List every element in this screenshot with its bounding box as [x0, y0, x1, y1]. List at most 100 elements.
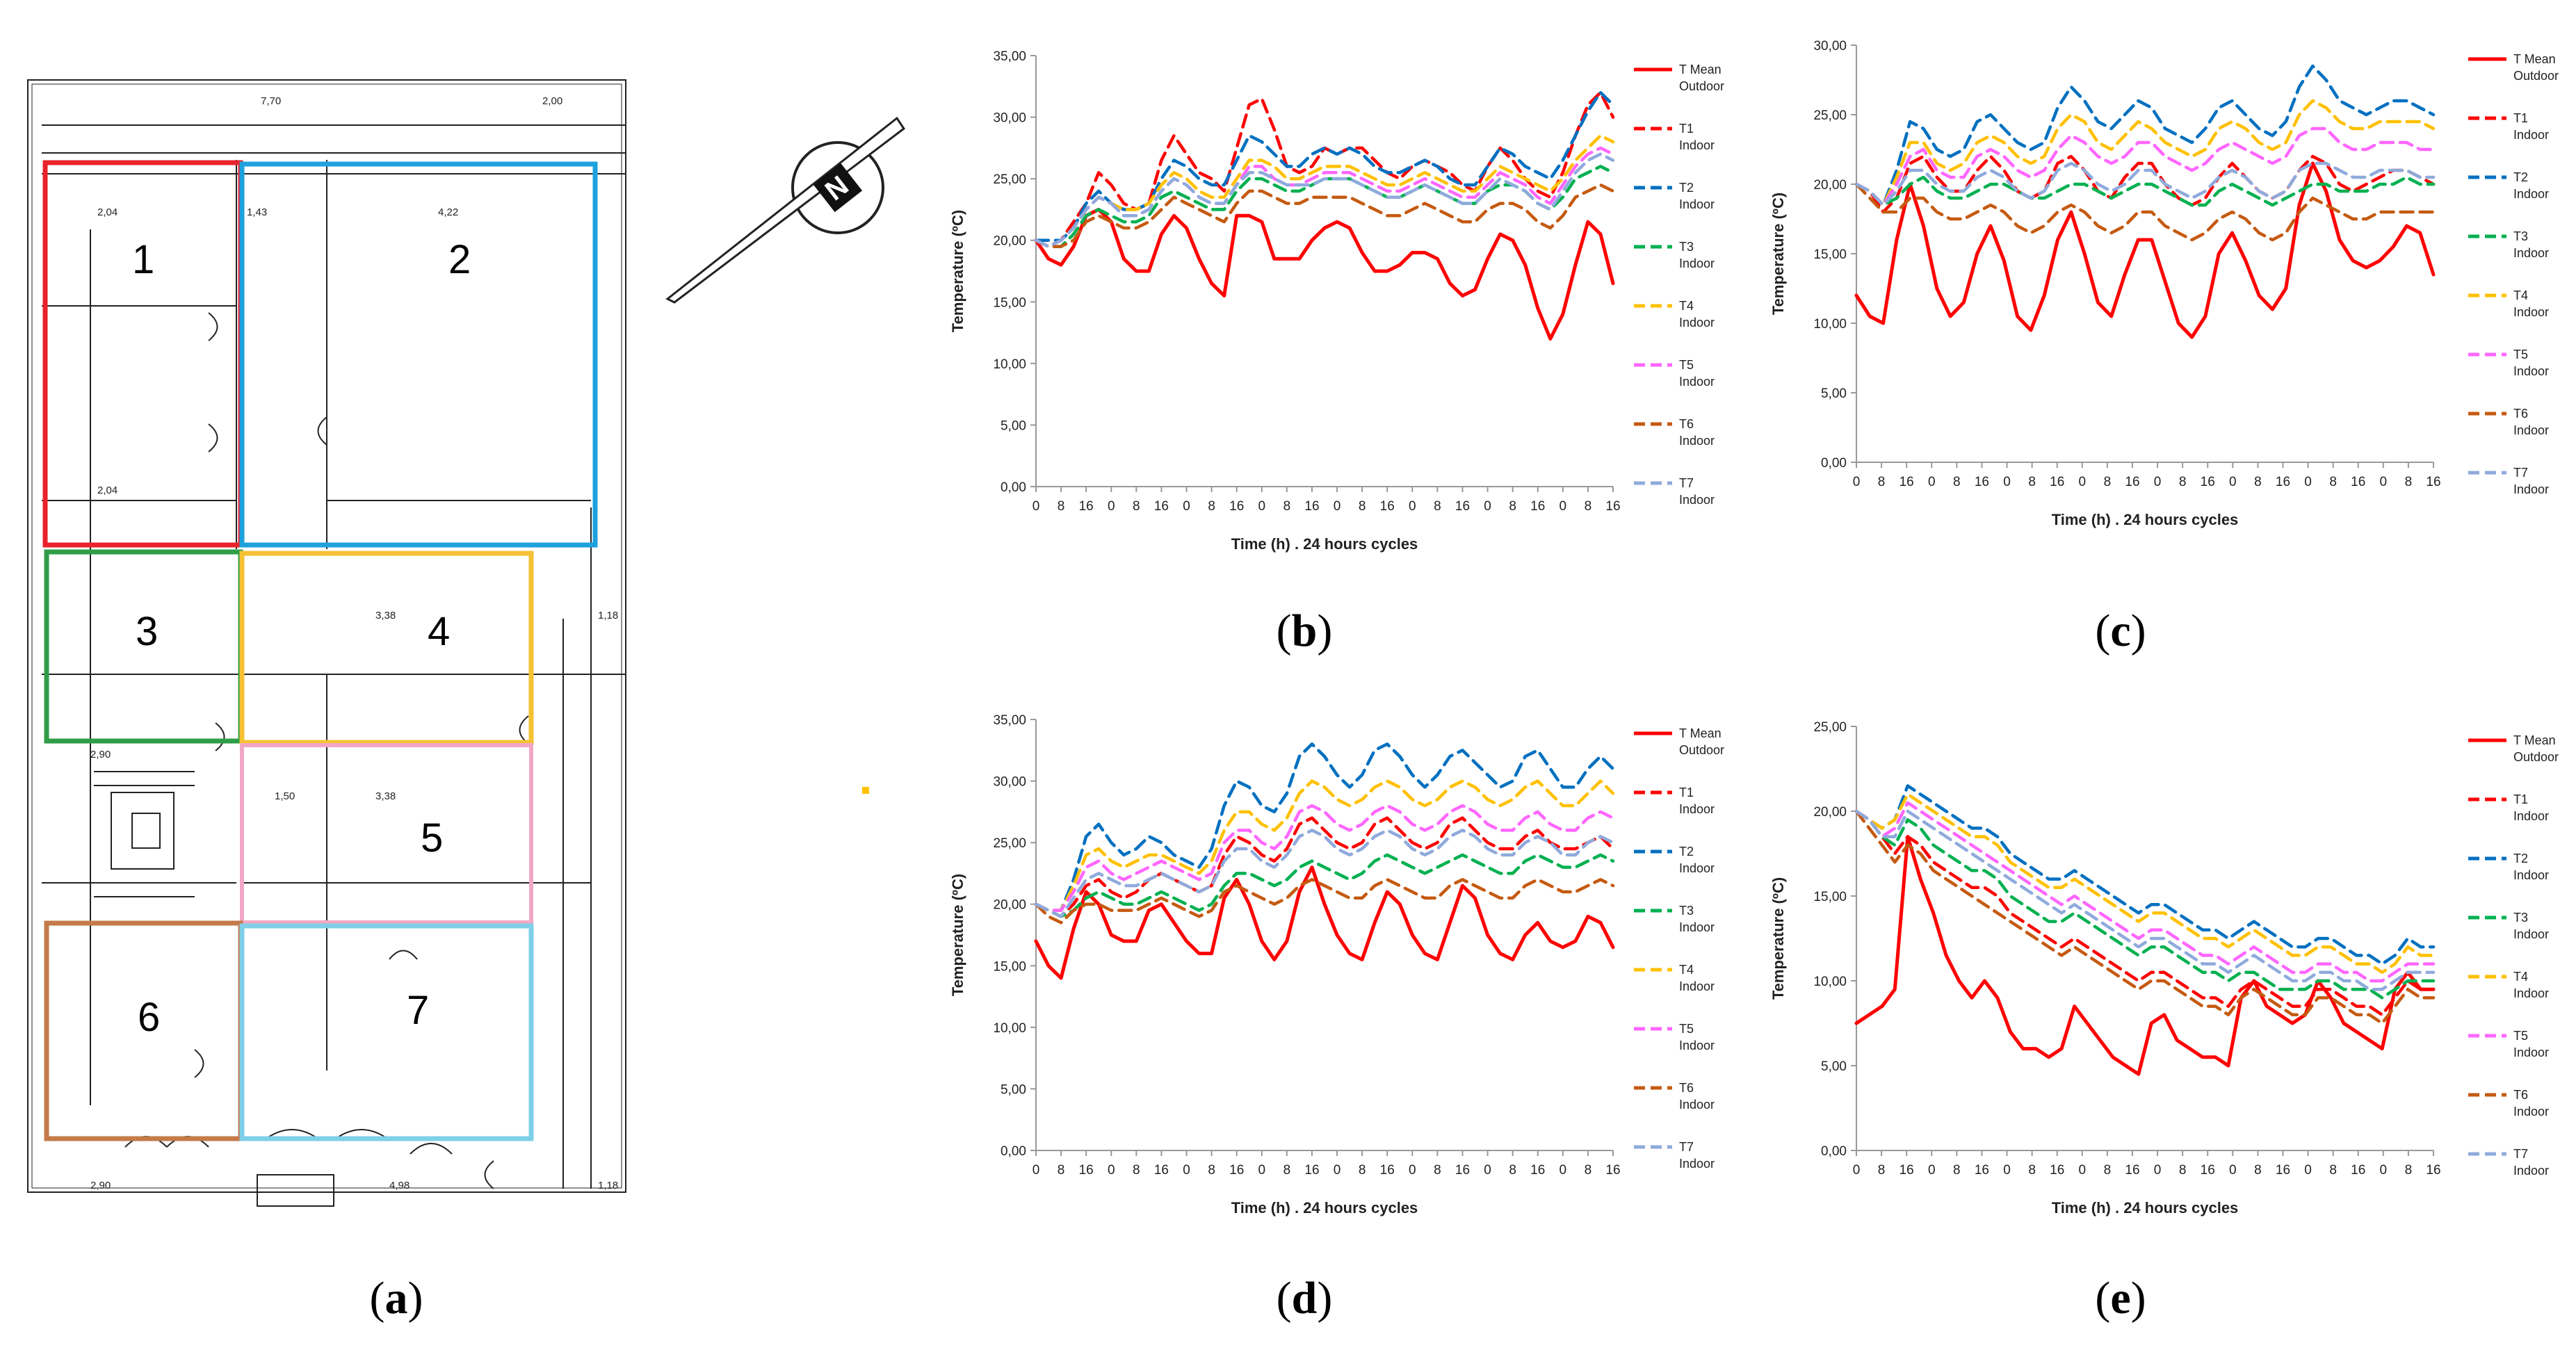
legend-sublabel: Indoor: [1679, 1098, 1715, 1112]
legend-label: T3: [2513, 911, 2528, 925]
room-5-outline: [240, 743, 533, 925]
legend-label: T7: [1679, 476, 1694, 490]
x-tick-label: 0: [1853, 1163, 1861, 1178]
svg-text:1,43: 1,43: [247, 206, 267, 218]
legend-label: T Mean: [2513, 733, 2556, 747]
caption-d: (d): [1276, 1273, 1333, 1324]
series-line-t3-indoor: [1034, 853, 1615, 918]
legend-label: T6: [2513, 407, 2528, 421]
svg-text:4,98: 4,98: [389, 1180, 410, 1191]
x-tick-label: 16: [1899, 475, 1914, 489]
room-4-label: 4: [428, 609, 451, 654]
y-tick-label: 20,00: [993, 898, 1026, 913]
legend-sublabel: Outdoor: [1679, 743, 1724, 757]
x-tick-label: 8: [2329, 475, 2337, 489]
x-axis-title: Time (h) . 24 hours cycles: [1231, 1199, 1418, 1216]
x-tick-label: 0: [1032, 1163, 1040, 1178]
chart-d: 0,00 5,00 10,00 15,00 20,00 25,00 30,00 35,00 0 8…: [949, 713, 1724, 1216]
series-line-t3-indoor: [1854, 809, 2436, 1000]
legend-sublabel: Indoor: [1679, 434, 1715, 448]
room-7-outline: [239, 923, 534, 1141]
x-tick-label: 16: [1304, 1163, 1319, 1178]
x-tick-label: 0: [2229, 1163, 2237, 1178]
x-tick-label: 16: [1380, 499, 1395, 514]
legend-label: T2: [2513, 170, 2528, 184]
y-tick-label: 30,00: [993, 775, 1026, 790]
room-2-outline: [239, 161, 598, 548]
chart-b: 0,00 5,00 10,00 15,00 20,00 25,00 30,00 35,00 0 8…: [949, 49, 1724, 553]
svg-text:1,18: 1,18: [598, 610, 618, 621]
legend-sublabel: Outdoor: [2513, 750, 2559, 764]
x-axis-title: Time (h) . 24 hours cycles: [2052, 511, 2239, 528]
x-tick-label: 8: [2104, 475, 2112, 489]
legend-label: T2: [1679, 845, 1694, 858]
series-line-t5-indoor: [1854, 801, 2436, 983]
x-tick-label: 0: [2380, 1163, 2388, 1178]
stray-marker: [862, 787, 869, 794]
floor-plan: 7,70 2,00 2,04 1,43 4,22 2,04 3,38 1,18 …: [27, 79, 626, 1207]
x-tick-label: 16: [2351, 475, 2365, 489]
x-tick-label: 0: [1409, 499, 1416, 514]
room-3-label: 3: [136, 609, 159, 654]
y-tick-label: 35,00: [993, 713, 1026, 728]
series-line-t1-indoor: [1034, 816, 1615, 918]
series-line-t7-indoor: [1034, 152, 1615, 248]
x-tick-label: 16: [1304, 499, 1319, 514]
x-tick-label: 8: [1208, 499, 1215, 514]
legend-label: T6: [2513, 1088, 2528, 1102]
x-tick-label: 16: [1530, 1163, 1545, 1178]
chart-e: 0,00 5,00 10,00 15,00 20,00 25,00 0 8 16 0 8 16 0 8 16…: [1769, 720, 2559, 1216]
x-tick-label: 8: [2104, 1163, 2112, 1178]
x-tick-label: 8: [1585, 499, 1592, 514]
x-tick-label: 0: [1560, 1163, 1567, 1178]
caption-b: (b): [1276, 605, 1333, 656]
legend-sublabel: Indoor: [2513, 187, 2549, 201]
y-tick-label: 10,00: [993, 1021, 1026, 1036]
y-axis-title: Temperature (ºC): [949, 874, 966, 996]
x-tick-label: 8: [2405, 1163, 2413, 1178]
legend-sublabel: Indoor: [1679, 138, 1715, 152]
svg-text:3,38: 3,38: [375, 790, 396, 802]
x-tick-label: 0: [2380, 475, 2388, 489]
legend-label: T3: [1679, 240, 1694, 254]
y-tick-label: 5,00: [1821, 386, 1847, 401]
x-tick-label: 16: [1530, 499, 1545, 514]
legend-label: T5: [2513, 1029, 2528, 1043]
room-1-outline: [42, 160, 243, 548]
svg-text:2,90: 2,90: [90, 1180, 111, 1191]
y-tick-label: 10,00: [993, 357, 1026, 372]
legend-sublabel: Indoor: [2513, 423, 2549, 437]
legend-label: T3: [1679, 904, 1694, 918]
x-tick-label: 16: [1079, 499, 1094, 514]
x-tick-label: 16: [1455, 499, 1470, 514]
x-tick-label: 16: [2276, 475, 2290, 489]
x-tick-label: 0: [1258, 499, 1265, 514]
x-tick-label: 16: [1380, 1163, 1395, 1178]
room-4-outline: [239, 551, 534, 745]
x-tick-label: 0: [1484, 499, 1491, 514]
caption-e: (e): [2095, 1273, 2146, 1324]
y-tick-label: 25,00: [1813, 108, 1847, 123]
x-tick-label: 0: [1108, 1163, 1115, 1178]
legend-sublabel: Indoor: [1679, 979, 1715, 993]
x-tick-label: 0: [1258, 1163, 1265, 1178]
svg-text:2,04: 2,04: [97, 206, 118, 218]
series-line-t2-indoor: [1854, 784, 2436, 966]
x-tick-label: 0: [1853, 475, 1861, 489]
legend-label: T5: [2513, 348, 2528, 361]
x-tick-label: 8: [2405, 475, 2413, 489]
legend-label: T Mean: [1679, 726, 1722, 740]
legend-sublabel: Indoor: [2513, 1045, 2549, 1059]
svg-text:2,04: 2,04: [97, 485, 118, 496]
x-tick-label: 8: [1133, 499, 1140, 514]
x-tick-label: 16: [1605, 499, 1620, 514]
x-tick-label: 16: [2050, 475, 2064, 489]
y-tick-label: 25,00: [993, 172, 1026, 187]
series-line-t7-indoor: [1034, 829, 1615, 918]
legend-label: T7: [2513, 466, 2528, 480]
x-tick-label: 0: [1560, 499, 1567, 514]
legend-label: T1: [2513, 111, 2528, 125]
x-tick-label: 8: [1208, 1163, 1215, 1178]
legend-sublabel: Indoor: [1679, 257, 1715, 270]
svg-text:2,90: 2,90: [90, 749, 111, 760]
